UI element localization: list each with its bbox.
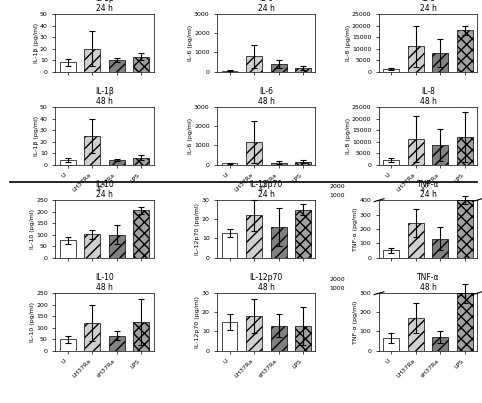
- Bar: [84, 323, 100, 351]
- Title: IL-8
48 h: IL-8 48 h: [420, 87, 437, 106]
- Title: IL-8
24 h: IL-8 24 h: [420, 0, 437, 13]
- Bar: [432, 239, 448, 258]
- Bar: [270, 227, 286, 258]
- Bar: [270, 163, 286, 164]
- Y-axis label: IL-10 (pg/ml): IL-10 (pg/ml): [30, 302, 35, 342]
- Y-axis label: IL-6 (pg/ml): IL-6 (pg/ml): [187, 25, 193, 61]
- Bar: [457, 137, 473, 164]
- Text: 2000: 2000: [329, 185, 345, 189]
- Y-axis label: IL-1β (pg/ml): IL-1β (pg/ml): [34, 23, 39, 63]
- Bar: [408, 46, 424, 71]
- Title: IL-6
24 h: IL-6 24 h: [258, 0, 275, 13]
- Y-axis label: IL-8 (pg/ml): IL-8 (pg/ml): [346, 25, 350, 61]
- Bar: [408, 223, 424, 258]
- Bar: [408, 318, 424, 351]
- Bar: [222, 163, 238, 164]
- Title: TNF-α
24 h: TNF-α 24 h: [417, 180, 440, 199]
- Bar: [60, 160, 76, 164]
- Bar: [432, 337, 448, 351]
- Bar: [246, 216, 262, 258]
- Text: 1000: 1000: [329, 193, 345, 198]
- Bar: [270, 64, 286, 71]
- Bar: [84, 136, 100, 164]
- Bar: [60, 62, 76, 71]
- Y-axis label: IL-8 (pg/ml): IL-8 (pg/ml): [346, 118, 350, 154]
- Bar: [383, 250, 399, 258]
- Bar: [408, 139, 424, 164]
- Title: IL-12p70
24 h: IL-12p70 24 h: [250, 180, 283, 199]
- Bar: [432, 53, 448, 71]
- Y-axis label: TNF-α (pg/ml): TNF-α (pg/ml): [353, 300, 358, 344]
- Bar: [383, 69, 399, 71]
- Y-axis label: IL-12p70 (pg/ml): IL-12p70 (pg/ml): [195, 296, 201, 348]
- Bar: [383, 160, 399, 164]
- Bar: [295, 210, 311, 258]
- Title: IL-1β
48 h: IL-1β 48 h: [95, 87, 114, 106]
- Bar: [246, 56, 262, 71]
- Bar: [295, 162, 311, 164]
- Bar: [60, 240, 76, 258]
- Y-axis label: IL-6 (pg/ml): IL-6 (pg/ml): [187, 118, 193, 154]
- Text: 1000: 1000: [329, 286, 345, 291]
- Bar: [109, 160, 125, 164]
- Bar: [222, 322, 238, 351]
- Bar: [134, 56, 149, 71]
- Bar: [432, 145, 448, 164]
- Y-axis label: IL-1β (pg/ml): IL-1β (pg/ml): [34, 116, 39, 156]
- Bar: [457, 30, 473, 71]
- Title: TNF-α
48 h: TNF-α 48 h: [417, 273, 440, 293]
- Bar: [295, 68, 311, 71]
- Bar: [457, 293, 473, 351]
- Bar: [134, 210, 149, 258]
- Bar: [246, 141, 262, 164]
- Title: IL-10
24 h: IL-10 24 h: [95, 180, 114, 199]
- Bar: [109, 60, 125, 71]
- Bar: [222, 233, 238, 258]
- Bar: [109, 336, 125, 351]
- Bar: [295, 326, 311, 351]
- Title: IL-6
48 h: IL-6 48 h: [258, 87, 275, 106]
- Y-axis label: IL-10 (pg/ml): IL-10 (pg/ml): [30, 209, 35, 249]
- Bar: [457, 200, 473, 258]
- Y-axis label: IL-12p70 (pg/ml): IL-12p70 (pg/ml): [195, 203, 201, 255]
- Bar: [84, 234, 100, 258]
- Bar: [109, 235, 125, 258]
- Text: 2000: 2000: [329, 278, 345, 283]
- Y-axis label: TNF-α (pg/ml): TNF-α (pg/ml): [353, 207, 358, 251]
- Bar: [60, 339, 76, 351]
- Bar: [246, 316, 262, 351]
- Bar: [84, 48, 100, 71]
- Title: IL-12p70
48 h: IL-12p70 48 h: [250, 273, 283, 293]
- Title: IL-10
48 h: IL-10 48 h: [95, 273, 114, 293]
- Bar: [134, 322, 149, 351]
- Bar: [383, 338, 399, 351]
- Title: IL-1β
24 h: IL-1β 24 h: [95, 0, 114, 13]
- Bar: [270, 326, 286, 351]
- Bar: [134, 158, 149, 164]
